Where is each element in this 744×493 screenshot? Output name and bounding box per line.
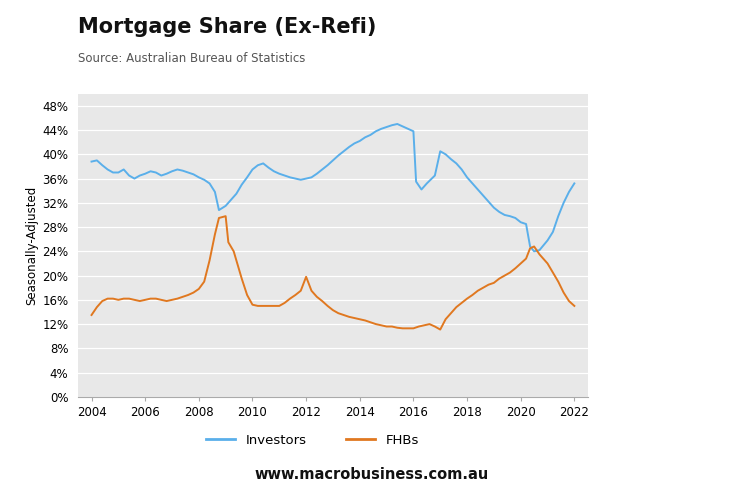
- Text: www.macrobusiness.com.au: www.macrobusiness.com.au: [255, 467, 489, 482]
- Legend: Investors, FHBs: Investors, FHBs: [201, 428, 424, 452]
- Y-axis label: Seasonally-Adjusted: Seasonally-Adjusted: [25, 186, 38, 305]
- Text: BUSINESS: BUSINESS: [625, 82, 703, 96]
- Text: Source: Australian Bureau of Statistics: Source: Australian Bureau of Statistics: [78, 52, 306, 65]
- Text: MACRO: MACRO: [629, 50, 699, 68]
- Text: Mortgage Share (Ex-Refi): Mortgage Share (Ex-Refi): [78, 17, 376, 37]
